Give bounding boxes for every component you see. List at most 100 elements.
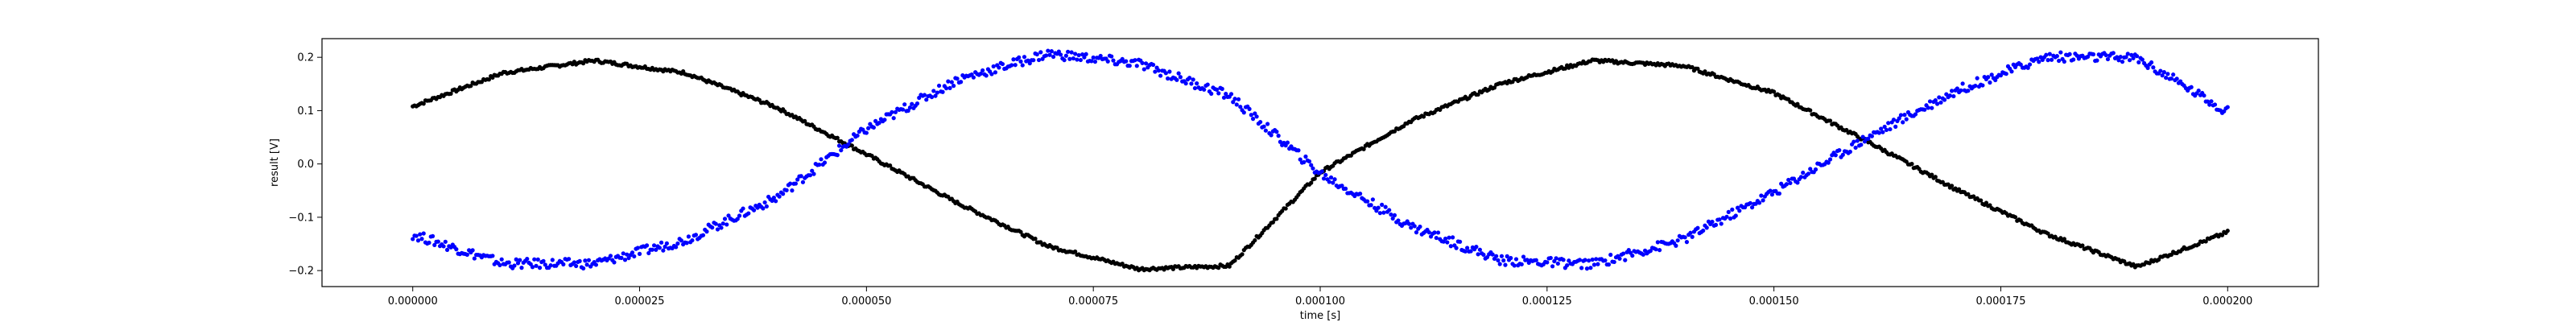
data-point xyxy=(1174,77,1179,82)
data-point xyxy=(1606,262,1612,267)
data-point xyxy=(1713,222,1719,227)
data-point xyxy=(532,257,537,262)
data-point xyxy=(1066,49,1071,54)
data-point xyxy=(1432,230,1437,235)
data-point xyxy=(1414,230,1419,235)
data-point xyxy=(1641,252,1645,257)
data-point xyxy=(2046,58,2050,63)
data-point xyxy=(1263,128,1268,133)
data-point xyxy=(803,118,807,123)
data-point xyxy=(1534,258,1538,262)
data-point xyxy=(1013,63,1018,68)
data-point xyxy=(790,188,795,193)
data-point xyxy=(1031,58,1036,63)
data-point xyxy=(951,84,956,89)
data-point xyxy=(630,250,635,255)
data-point xyxy=(1980,83,1985,88)
data-point xyxy=(1249,113,1253,118)
data-point xyxy=(543,262,547,267)
data-point xyxy=(751,208,757,213)
data-point xyxy=(807,173,813,178)
data-point xyxy=(1973,83,1978,89)
data-point xyxy=(1158,73,1163,78)
data-point xyxy=(2057,58,2062,64)
data-point xyxy=(1238,105,1243,109)
data-point xyxy=(1768,188,1773,193)
data-point xyxy=(793,181,799,186)
data-point xyxy=(1274,217,1279,221)
plot-frame xyxy=(321,38,2319,287)
data-point xyxy=(1224,92,1228,97)
data-point xyxy=(654,247,658,252)
data-point xyxy=(955,76,960,81)
data-point xyxy=(1898,113,1904,118)
data-point xyxy=(1893,124,1898,129)
data-point xyxy=(1603,258,1608,263)
data-point xyxy=(1133,58,1137,63)
y-axis-label: result [V] xyxy=(269,138,281,187)
data-point xyxy=(1011,57,1016,62)
data-point xyxy=(1463,249,1468,254)
data-point xyxy=(1690,64,1695,70)
data-point xyxy=(2169,76,2174,81)
data-point xyxy=(836,143,842,148)
data-point xyxy=(835,135,840,140)
data-point xyxy=(470,248,475,253)
y-axis: −0.2 −0.1 0.0 0.1 0.2 xyxy=(288,52,322,278)
data-point xyxy=(1623,258,1628,262)
data-point xyxy=(1202,87,1207,92)
data-point xyxy=(1717,217,1722,222)
data-point xyxy=(1009,63,1014,68)
data-point xyxy=(777,194,782,199)
data-point xyxy=(1833,153,1838,158)
data-point xyxy=(1071,56,1075,61)
data-point xyxy=(713,221,718,226)
data-point xyxy=(1276,134,1281,138)
data-point xyxy=(949,80,954,85)
data-point xyxy=(499,257,504,262)
data-point xyxy=(1657,248,1662,253)
data-point xyxy=(2111,51,2116,56)
data-point xyxy=(1214,87,1220,92)
data-point xyxy=(1577,258,1582,262)
data-point xyxy=(1591,262,1597,267)
data-point xyxy=(819,157,824,162)
data-point xyxy=(2225,105,2230,109)
data-point xyxy=(1587,258,1591,263)
data-point xyxy=(1926,105,1930,110)
data-point xyxy=(2013,215,2018,220)
data-point xyxy=(849,143,854,148)
data-point xyxy=(1561,258,1566,262)
data-point xyxy=(762,200,767,205)
data-point xyxy=(1127,64,1132,68)
data-point xyxy=(1988,80,1992,85)
data-point xyxy=(1579,266,1584,270)
data-point xyxy=(1409,225,1414,230)
data-point xyxy=(906,108,910,114)
data-point xyxy=(849,138,854,142)
data-point xyxy=(621,251,625,256)
data-point xyxy=(1930,172,1934,177)
data-point xyxy=(1757,200,1762,205)
data-point xyxy=(626,255,631,261)
data-point xyxy=(1979,198,1984,203)
data-point xyxy=(421,101,426,106)
data-point xyxy=(1748,200,1752,205)
data-point xyxy=(910,101,914,106)
data-point xyxy=(1808,108,1813,113)
data-point xyxy=(1960,81,1965,86)
data-point xyxy=(993,70,998,75)
data-point xyxy=(1837,148,1842,153)
data-point xyxy=(2118,55,2123,60)
data-point xyxy=(1368,203,1373,208)
data-point xyxy=(664,241,669,246)
data-point xyxy=(1109,54,1114,59)
data-point xyxy=(581,61,586,66)
data-point xyxy=(2067,52,2072,56)
x-tick-label: 0.000175 xyxy=(1975,295,2025,308)
data-point xyxy=(1143,61,1149,66)
data-point xyxy=(2044,52,2049,57)
data-point xyxy=(1178,75,1183,80)
data-point xyxy=(890,109,894,114)
data-point xyxy=(2205,99,2211,104)
